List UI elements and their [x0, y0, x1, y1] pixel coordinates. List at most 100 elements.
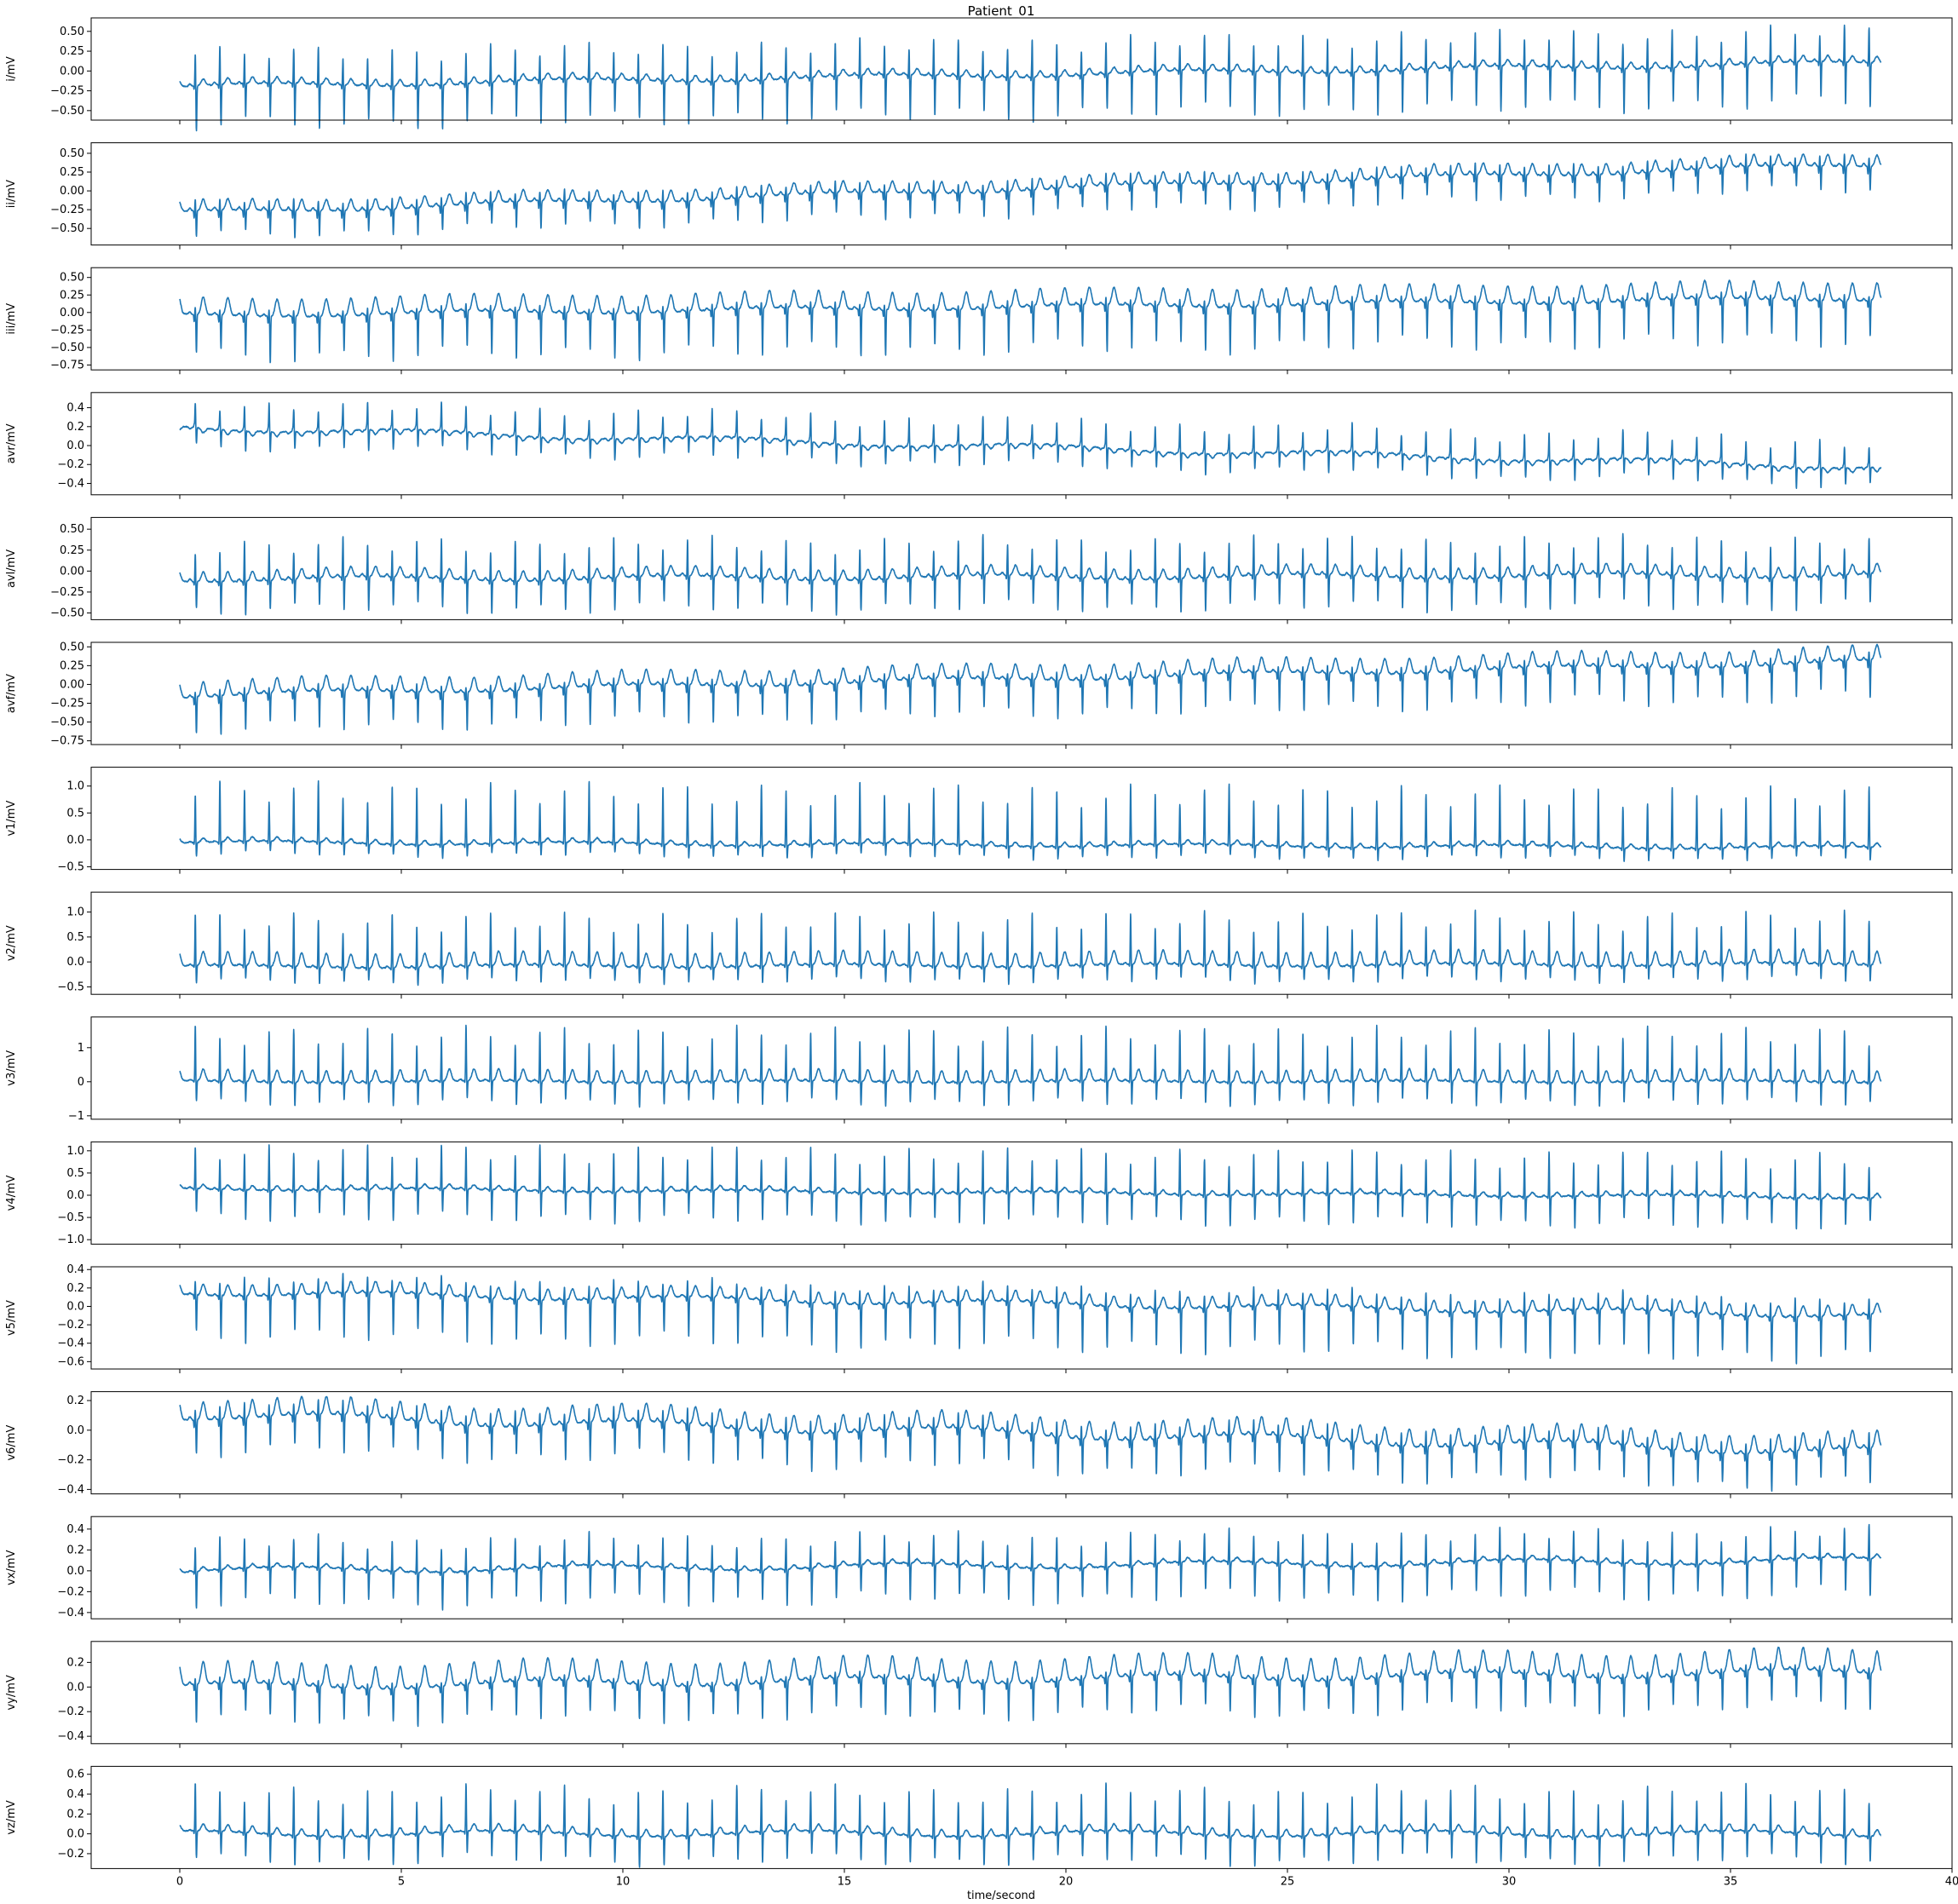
y-tick-label: 0.4	[66, 1263, 84, 1276]
panel-v6: −0.4 −0.2 0.0 0.2 v6/mV	[5, 1391, 1953, 1498]
axes-frame-i	[90, 17, 1953, 121]
y-tick-label: 1	[78, 1042, 84, 1055]
panel-avl: −0.50 −0.25 0.00 0.25 0.50 avl/mV	[5, 516, 1953, 624]
y-tick-label: 0.50	[60, 523, 84, 536]
y-tick-label: −0.2	[57, 1319, 84, 1332]
panel-iii: −0.75 −0.50 −0.25 0.00 0.25 0.50 iii/mV	[5, 267, 1953, 375]
y-tick-label: 0.5	[66, 807, 84, 820]
y-tick-label: −0.2	[57, 1585, 84, 1598]
y-tick-label: 0.0	[66, 1189, 84, 1202]
y-tick-label: 0.25	[60, 659, 84, 672]
y-tick-label: 0.2	[66, 1395, 84, 1407]
y-axis-label-v5: v5/mV	[5, 1300, 18, 1336]
panel-v3: −1 0 1 v3/mV	[5, 1016, 1953, 1124]
y-tick-label: 0.00	[60, 65, 84, 78]
y-tick-label: −0.50	[50, 342, 84, 354]
axes-frame-avr	[90, 392, 1953, 496]
trace-vz	[179, 1782, 1882, 1868]
y-tick-label: 0.5	[66, 931, 84, 944]
chart-title: Patient_01	[968, 3, 1035, 20]
axes-frame-v3	[90, 1016, 1953, 1120]
y-tick-label: −0.5	[57, 1211, 84, 1224]
y-tick-label: 0.0	[66, 1300, 84, 1313]
y-tick-label: 0.2	[66, 421, 84, 434]
trace-ii	[179, 153, 1882, 239]
trace-vy	[179, 1646, 1882, 1728]
x-tick-label: 40	[1945, 1875, 1958, 1888]
y-tick-label: −0.50	[50, 716, 84, 729]
panel-v4: −1.0 −0.5 0.0 0.5 1.0 v4/mV	[5, 1141, 1953, 1249]
y-tick-label: 1.0	[66, 1145, 84, 1158]
y-axis-label-i: i/mV	[5, 56, 18, 82]
y-axis-label-v6: v6/mV	[5, 1425, 18, 1461]
panel-vz: −0.2 0.0 0.2 0.4 0.6 0 5 10 15 20 25 30 35 40 vz/mV	[5, 1765, 1958, 1888]
axes-frame-ii	[90, 142, 1953, 246]
y-axis-label-vz: vz/mV	[5, 1800, 18, 1835]
y-axis-label-v2: v2/mV	[5, 925, 18, 961]
panel-ii: −0.50 −0.25 0.00 0.25 0.50 ii/mV	[5, 142, 1953, 250]
x-tick-label: 5	[398, 1875, 405, 1888]
y-tick-label: 0.00	[60, 678, 84, 691]
y-tick-label: 0.0	[66, 834, 84, 847]
y-tick-label: 0.25	[60, 166, 84, 179]
panel-v1: −0.5 0.0 0.5 1.0 v1/mV	[5, 767, 1953, 874]
axes-frame-v4	[90, 1141, 1953, 1245]
x-tick-label: 0	[176, 1875, 183, 1888]
y-axis-label-avf: avf/mV	[5, 674, 18, 713]
y-tick-label: −1	[68, 1110, 84, 1123]
trace-v1	[179, 779, 1882, 862]
y-tick-label: 0.6	[66, 1769, 84, 1781]
y-tick-label: 1.0	[66, 906, 84, 919]
trace-i	[179, 24, 1882, 132]
y-tick-label: 0.00	[60, 565, 84, 578]
y-tick-label: −0.4	[57, 1483, 84, 1496]
y-axis-label-v3: v3/mV	[5, 1050, 18, 1086]
y-tick-label: 0.2	[66, 1282, 84, 1295]
y-tick-label: −0.25	[50, 324, 84, 337]
y-tick-label: 0.0	[66, 1424, 84, 1437]
y-tick-label: 0.50	[60, 641, 84, 653]
lead-panels: −0.50−0.250.000.250.50i/mV−0.50−0.250.00…	[5, 17, 1958, 1888]
y-tick-label: 0.25	[60, 45, 84, 58]
y-tick-label: −0.5	[57, 860, 84, 873]
y-tick-label: −0.4	[57, 1607, 84, 1619]
trace-v6	[179, 1395, 1882, 1493]
y-tick-label: −0.75	[50, 359, 84, 371]
axes-frame-avf	[90, 641, 1953, 745]
y-axis-label-avr: avr/mV	[5, 423, 18, 463]
y-axis-label-vx: vx/mV	[5, 1550, 18, 1585]
y-tick-label: −0.4	[57, 1337, 84, 1350]
y-tick-label: 0.0	[66, 1681, 84, 1694]
axes-frame-avl	[90, 516, 1953, 620]
y-axis-label-avl: avl/mV	[5, 549, 18, 588]
axes-frame-v6	[90, 1391, 1953, 1495]
y-tick-label: −1.0	[57, 1234, 84, 1246]
y-tick-label: 0.50	[60, 26, 84, 38]
y-tick-label: −0.25	[50, 85, 84, 98]
y-tick-label: 0.00	[60, 307, 84, 319]
y-tick-label: 0.0	[66, 1828, 84, 1841]
y-tick-label: −0.2	[57, 1706, 84, 1718]
axes-frame-iii	[90, 267, 1953, 371]
y-tick-label: −0.25	[50, 697, 84, 710]
trace-v3	[179, 1024, 1882, 1108]
y-tick-label: 0.4	[66, 402, 84, 415]
y-tick-label: −0.50	[50, 607, 84, 620]
y-tick-label: −0.4	[57, 1730, 84, 1743]
y-axis-label-ii: ii/mV	[5, 180, 18, 208]
y-tick-label: 0.25	[60, 289, 84, 302]
axes-frame-v5	[90, 1266, 1953, 1370]
y-axis-label-iii: iii/mV	[5, 303, 18, 335]
panel-vy: −0.4 −0.2 0.0 0.2 vy/mV	[5, 1641, 1953, 1748]
x-tick-label: 30	[1502, 1875, 1517, 1888]
x-tick-label: 25	[1281, 1875, 1295, 1888]
panel-avr: −0.4 −0.2 0.0 0.2 0.4 avr/mV	[5, 392, 1953, 499]
y-tick-label: 0.2	[66, 1808, 84, 1821]
axes-frame-vz	[90, 1765, 1953, 1869]
x-tick-label: 20	[1059, 1875, 1074, 1888]
trace-avf	[179, 643, 1882, 735]
y-tick-label: 0.0	[66, 1565, 84, 1578]
x-tick-label: 15	[838, 1875, 852, 1888]
y-tick-label: 0.0	[66, 956, 84, 969]
